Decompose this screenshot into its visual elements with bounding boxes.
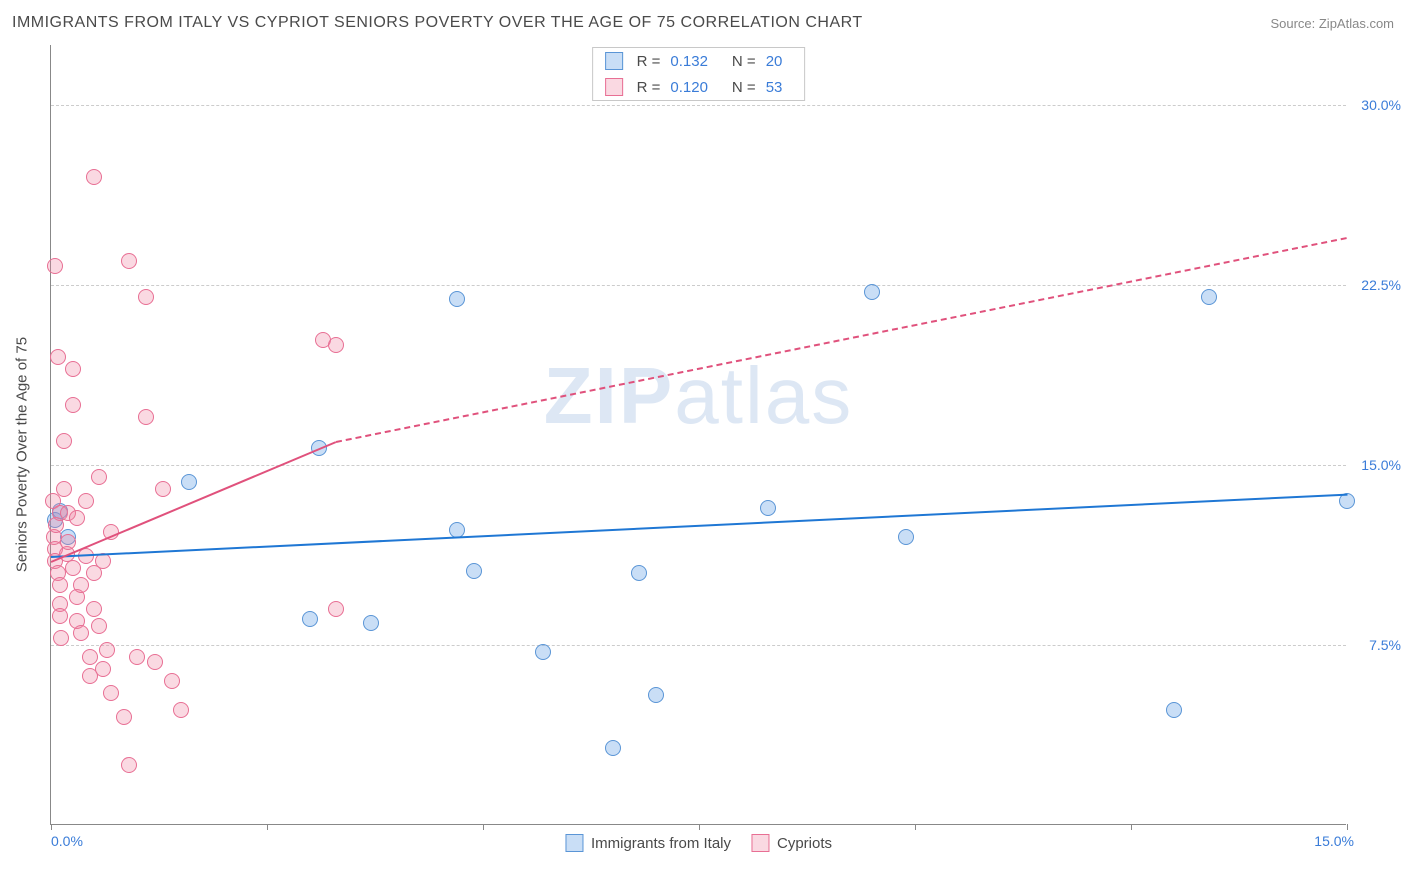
source-label: Source: ZipAtlas.com: [1270, 16, 1394, 31]
scatter-point-cypriots: [95, 661, 111, 677]
scatter-point-cypriots: [164, 673, 180, 689]
scatter-point-italy: [535, 644, 551, 660]
y-tick-label: 22.5%: [1351, 277, 1401, 293]
stats-row-cypriots: R =0.120N =53: [593, 74, 805, 100]
scatter-point-cypriots: [328, 601, 344, 617]
gridline: [51, 285, 1346, 286]
scatter-point-cypriots: [65, 361, 81, 377]
gridline: [51, 465, 1346, 466]
scatter-point-cypriots: [82, 649, 98, 665]
scatter-point-cypriots: [121, 757, 137, 773]
plot-area: ZIPatlas R =0.132N =20R =0.120N =53 Immi…: [50, 45, 1346, 825]
scatter-point-cypriots: [116, 709, 132, 725]
x-tick: [915, 824, 916, 830]
scatter-point-italy: [760, 500, 776, 516]
legend-item: Cypriots: [751, 834, 832, 852]
y-tick-label: 7.5%: [1351, 637, 1401, 653]
scatter-point-italy: [1201, 289, 1217, 305]
scatter-point-cypriots: [138, 289, 154, 305]
x-tick-label: 0.0%: [51, 833, 83, 849]
trend-line: [51, 494, 1347, 558]
scatter-point-cypriots: [99, 642, 115, 658]
scatter-point-cypriots: [91, 469, 107, 485]
legend-item: Immigrants from Italy: [565, 834, 731, 852]
watermark: ZIPatlas: [544, 350, 853, 442]
scatter-point-cypriots: [47, 258, 63, 274]
scatter-point-cypriots: [91, 618, 107, 634]
scatter-point-cypriots: [121, 253, 137, 269]
series-legend: Immigrants from Italy Cypriots: [565, 834, 832, 852]
scatter-point-cypriots: [138, 409, 154, 425]
scatter-point-italy: [864, 284, 880, 300]
scatter-point-cypriots: [50, 349, 66, 365]
x-tick-label: 15.0%: [1314, 833, 1354, 849]
scatter-point-italy: [898, 529, 914, 545]
scatter-point-cypriots: [328, 337, 344, 353]
stats-legend: R =0.132N =20R =0.120N =53: [592, 47, 806, 101]
scatter-point-cypriots: [65, 560, 81, 576]
scatter-point-cypriots: [73, 625, 89, 641]
x-tick: [1131, 824, 1132, 830]
legend-label: Immigrants from Italy: [591, 835, 731, 852]
chart-title: IMMIGRANTS FROM ITALY VS CYPRIOT SENIORS…: [12, 14, 863, 32]
scatter-point-cypriots: [56, 481, 72, 497]
legend-label: Cypriots: [777, 835, 832, 852]
gridline: [51, 105, 1346, 106]
scatter-point-cypriots: [56, 433, 72, 449]
legend-swatch: [605, 78, 623, 96]
y-tick-label: 15.0%: [1351, 457, 1401, 473]
scatter-point-italy: [1166, 702, 1182, 718]
trend-line: [336, 237, 1347, 443]
scatter-point-cypriots: [69, 510, 85, 526]
scatter-point-italy: [466, 563, 482, 579]
scatter-point-cypriots: [53, 630, 69, 646]
x-tick: [483, 824, 484, 830]
legend-swatch: [605, 52, 623, 70]
legend-swatch: [565, 834, 583, 852]
scatter-point-cypriots: [52, 608, 68, 624]
scatter-point-italy: [605, 740, 621, 756]
scatter-point-italy: [648, 687, 664, 703]
scatter-point-italy: [631, 565, 647, 581]
scatter-point-italy: [181, 474, 197, 490]
x-tick: [267, 824, 268, 830]
scatter-point-cypriots: [65, 397, 81, 413]
scatter-point-italy: [363, 615, 379, 631]
scatter-point-cypriots: [147, 654, 163, 670]
scatter-point-cypriots: [86, 169, 102, 185]
scatter-point-cypriots: [103, 685, 119, 701]
scatter-point-cypriots: [52, 577, 68, 593]
scatter-point-cypriots: [155, 481, 171, 497]
legend-swatch: [751, 834, 769, 852]
scatter-point-cypriots: [60, 534, 76, 550]
y-axis-label: Seniors Poverty Over the Age of 75: [14, 337, 31, 572]
scatter-point-cypriots: [173, 702, 189, 718]
scatter-point-italy: [449, 291, 465, 307]
x-tick: [699, 824, 700, 830]
gridline: [51, 645, 1346, 646]
scatter-point-italy: [302, 611, 318, 627]
y-tick-label: 30.0%: [1351, 97, 1401, 113]
stats-row-italy: R =0.132N =20: [593, 48, 805, 74]
scatter-point-cypriots: [73, 577, 89, 593]
scatter-point-cypriots: [129, 649, 145, 665]
x-tick: [1347, 824, 1348, 830]
x-tick: [51, 824, 52, 830]
scatter-point-cypriots: [78, 493, 94, 509]
scatter-point-cypriots: [86, 601, 102, 617]
